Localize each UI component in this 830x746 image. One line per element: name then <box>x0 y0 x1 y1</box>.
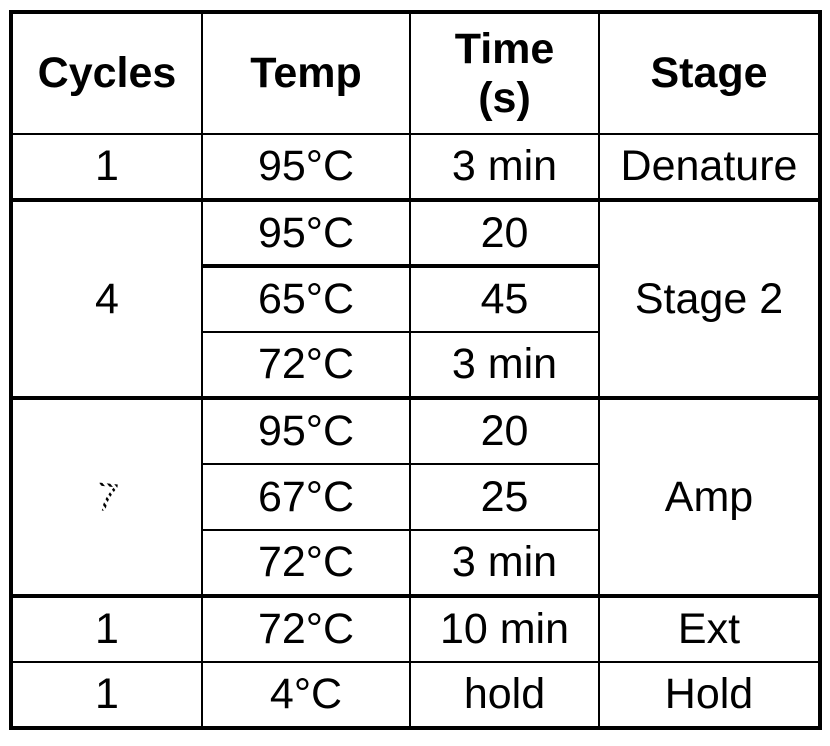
table-row-stage2-step1: 4 95°C 20 Stage 2 <box>10 198 821 399</box>
column-header-temp: Temp <box>201 11 411 135</box>
time-cell: 45 <box>409 264 600 333</box>
table-header-row: Cycles Temp Time (s) Stage <box>10 11 821 135</box>
table-row-stage2-step2: 65°C 45 <box>11 264 820 333</box>
table-row-hold: 1 4°C hold Hold <box>10 661 821 729</box>
time-cell: 25 <box>409 463 600 531</box>
table-row-amp-step2: 67°C 25 <box>11 463 820 531</box>
temp-cell: 95°C <box>201 198 411 267</box>
cycles-dashed-seven-glyph: 7 <box>93 474 121 521</box>
time-cell: 3 min <box>409 529 600 597</box>
table-row-amp-step3: 72°C 3 min <box>11 529 820 597</box>
column-header-stage: Stage <box>598 11 821 135</box>
table-row-amp-step1: 7 95°C 20 Amp <box>10 396 821 597</box>
temp-cell: 72°C <box>201 331 411 399</box>
cycles-cell: 1 <box>10 133 203 201</box>
cycles-cell-amp: 7 <box>10 396 203 597</box>
time-cell: 10 min <box>409 594 600 663</box>
temp-cell: 95°C <box>201 133 411 201</box>
time-cell: 20 <box>409 396 600 465</box>
stage-cell-amp: Amp <box>598 396 821 597</box>
time-cell: hold <box>409 661 600 729</box>
column-header-time-line2: (s) <box>478 73 531 122</box>
temp-cell: 72°C <box>201 529 411 597</box>
column-header-cycles: Cycles <box>10 11 203 135</box>
column-header-time: Time (s) <box>409 11 600 135</box>
cycles-cell: 1 <box>10 594 203 663</box>
table-row-denature: 1 95°C 3 min Denature <box>10 133 821 201</box>
pcr-table: Cycles Temp Time (s) Stage 1 95°C 3 min … <box>9 10 822 730</box>
temp-cell: 72°C <box>201 594 411 663</box>
stage-cell: Denature <box>598 133 821 201</box>
time-cell: 3 min <box>409 331 600 399</box>
time-cell: 3 min <box>409 133 600 201</box>
cycles-cell-stage2: 4 <box>10 198 203 399</box>
table-row-stage2-step3: 72°C 3 min <box>11 331 820 399</box>
time-cell: 20 <box>409 198 600 267</box>
temp-cell: 4°C <box>201 661 411 729</box>
temp-cell: 65°C <box>201 264 411 333</box>
stage-cell: Ext <box>598 594 821 663</box>
stage-cell: Hold <box>598 661 821 729</box>
column-header-time-line1: Time <box>454 25 555 74</box>
table-row-ext: 1 72°C 10 min Ext <box>10 594 821 663</box>
temp-cell: 95°C <box>201 396 411 465</box>
stage-cell-stage2: Stage 2 <box>598 198 821 399</box>
cycles-cell: 1 <box>10 661 203 729</box>
temp-cell: 67°C <box>201 463 411 531</box>
